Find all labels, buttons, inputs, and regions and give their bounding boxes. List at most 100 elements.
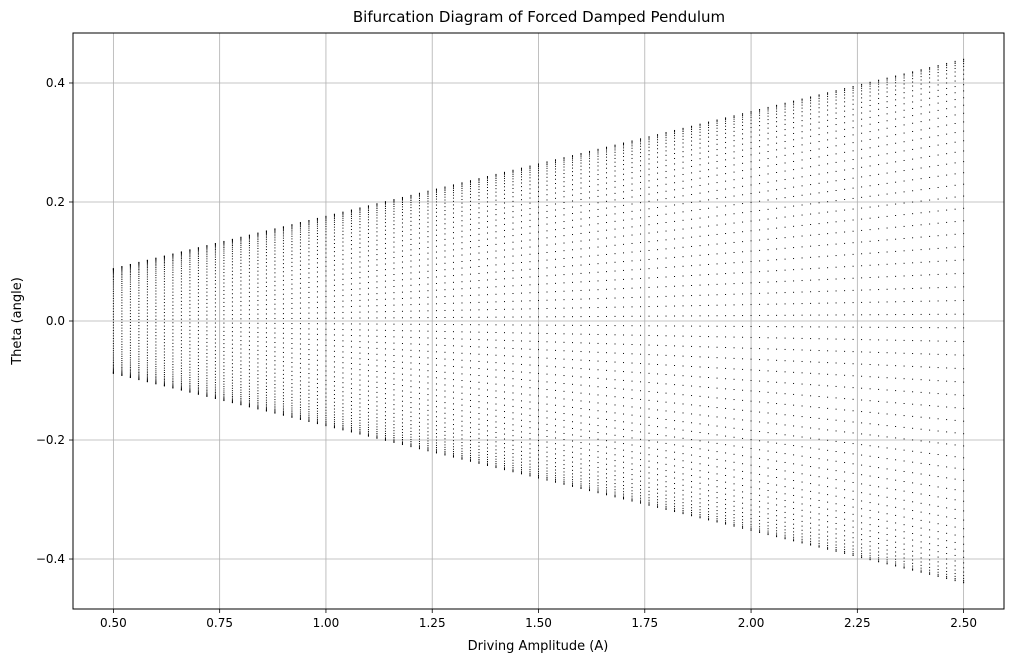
data-point: [699, 294, 701, 296]
data-point: [691, 275, 693, 277]
data-point: [716, 134, 718, 136]
data-point: [121, 368, 123, 370]
data-point: [393, 412, 395, 414]
data-point: [461, 184, 463, 186]
data-point: [172, 342, 174, 344]
data-point: [393, 205, 395, 207]
data-point: [231, 395, 233, 397]
data-point: [206, 380, 208, 382]
data-point: [486, 226, 488, 228]
data-point: [240, 401, 242, 403]
data-point: [257, 266, 259, 268]
data-point: [180, 258, 182, 260]
data-point: [112, 271, 114, 273]
data-point: [333, 427, 335, 429]
data-point: [555, 192, 557, 194]
data-point: [597, 386, 599, 388]
data-point: [708, 504, 710, 506]
data-point: [469, 209, 471, 211]
data-point: [623, 498, 625, 500]
data-point: [129, 350, 131, 352]
data-point: [606, 403, 608, 405]
data-point: [623, 297, 625, 299]
data-point: [155, 261, 157, 263]
data-point: [563, 467, 565, 469]
data-point: [597, 280, 599, 282]
data-point: [546, 244, 548, 246]
data-point: [452, 200, 454, 202]
data-point: [180, 336, 182, 338]
data-point: [333, 424, 335, 426]
data-point: [163, 278, 165, 280]
data-point: [784, 269, 786, 271]
data-point: [750, 486, 752, 488]
data-point: [742, 527, 744, 529]
data-point: [520, 233, 522, 235]
data-point: [572, 213, 574, 215]
data-point: [427, 221, 429, 223]
data-point: [155, 258, 157, 260]
data-point: [282, 337, 284, 339]
data-point: [784, 147, 786, 149]
data-point: [146, 373, 148, 375]
data-point: [572, 324, 574, 326]
data-point: [418, 205, 420, 207]
data-point: [546, 417, 548, 419]
data-point: [776, 469, 778, 471]
data-point: [784, 537, 786, 539]
data-point: [674, 212, 676, 214]
data-point: [146, 291, 148, 293]
data-point: [197, 368, 199, 370]
data-point: [427, 194, 429, 196]
data-point: [733, 427, 735, 429]
data-point: [640, 470, 642, 472]
data-point: [384, 354, 386, 356]
data-point: [129, 265, 131, 267]
data-point: [606, 148, 608, 150]
data-point: [733, 123, 735, 125]
data-point: [495, 415, 497, 417]
data-point: [555, 222, 557, 224]
data-point: [163, 384, 165, 386]
data-point: [657, 344, 659, 346]
data-point: [112, 269, 114, 271]
data-point: [742, 272, 744, 274]
data-point: [231, 301, 233, 303]
data-point: [121, 292, 123, 294]
data-point: [716, 458, 718, 460]
data-point: [682, 211, 684, 213]
data-point: [163, 273, 165, 275]
data-point: [435, 425, 437, 427]
data-point: [248, 336, 250, 338]
data-point: [623, 278, 625, 280]
data-point: [444, 303, 446, 305]
data-point: [197, 318, 199, 320]
data-point: [240, 313, 242, 315]
data-point: [699, 448, 701, 450]
data-point: [342, 351, 344, 353]
data-point: [299, 333, 301, 335]
data-point: [427, 448, 429, 450]
data-point: [801, 349, 803, 351]
data-point: [546, 180, 548, 182]
data-point: [682, 513, 684, 515]
data-point: [555, 282, 557, 284]
data-point: [776, 113, 778, 115]
data-point: [469, 223, 471, 225]
data-point: [572, 414, 574, 416]
data-point: [435, 444, 437, 446]
data-point: [384, 280, 386, 282]
data-point: [750, 211, 752, 213]
data-point: [240, 356, 242, 358]
data-point: [538, 465, 539, 467]
data-point: [418, 363, 420, 365]
data-point: [308, 244, 310, 246]
data-point: [691, 255, 693, 257]
data-point: [257, 322, 259, 324]
data-point: [376, 214, 378, 216]
data-point: [257, 404, 259, 406]
data-point: [784, 470, 786, 472]
data-point: [810, 474, 812, 476]
data-point: [231, 281, 233, 283]
data-point: [333, 251, 335, 253]
